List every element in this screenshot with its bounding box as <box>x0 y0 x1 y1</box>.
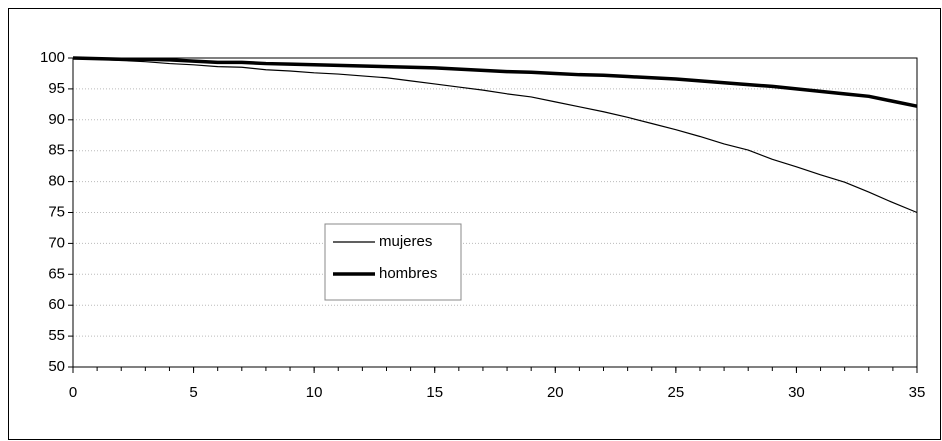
legend-box <box>324 223 462 301</box>
y-tick-label: 70 <box>48 234 65 251</box>
x-tick-label: 0 <box>69 384 77 401</box>
y-tick-label: 90 <box>48 111 65 128</box>
series-line <box>72 56 918 108</box>
x-tick-label: 20 <box>547 384 564 401</box>
legend-label: mujeres <box>379 233 432 250</box>
legend-label: hombres <box>379 265 437 282</box>
y-tick-label: 100 <box>40 49 65 66</box>
x-tick-label: 15 <box>426 384 443 401</box>
x-tick-label: 25 <box>668 384 685 401</box>
x-tick-label: 35 <box>909 384 926 401</box>
y-tick-label: 75 <box>48 203 65 220</box>
x-tick-label: 30 <box>788 384 805 401</box>
y-tick-label: 80 <box>48 173 65 190</box>
y-tick-label: 60 <box>48 296 65 313</box>
y-tick-label: 55 <box>48 327 65 344</box>
series-line <box>72 57 918 214</box>
y-tick-label: 95 <box>48 80 65 97</box>
y-tick-label: 65 <box>48 265 65 282</box>
chart-frame <box>8 8 941 440</box>
x-tick-label: 5 <box>189 384 197 401</box>
y-tick-label: 50 <box>48 358 65 375</box>
x-tick-label: 10 <box>306 384 323 401</box>
y-tick-label: 85 <box>48 142 65 159</box>
